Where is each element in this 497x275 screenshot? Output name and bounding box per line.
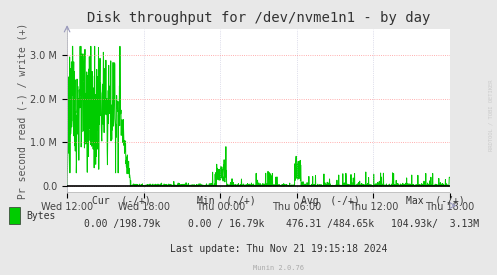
Y-axis label: Pr second read (-) / write (+): Pr second read (-) / write (+) (17, 23, 28, 199)
Text: 0.00 / 16.79k: 0.00 / 16.79k (188, 219, 264, 229)
Text: Bytes: Bytes (26, 211, 55, 221)
Text: Last update: Thu Nov 21 19:15:18 2024: Last update: Thu Nov 21 19:15:18 2024 (169, 244, 387, 254)
Text: Max  (-/+): Max (-/+) (406, 196, 464, 206)
Text: Cur  (-/+): Cur (-/+) (92, 196, 151, 206)
Text: Avg  (-/+): Avg (-/+) (301, 196, 360, 206)
Text: RRDTOOL / TOBI OETIKER: RRDTOOL / TOBI OETIKER (489, 80, 494, 151)
Title: Disk throughput for /dev/nvme1n1 - by day: Disk throughput for /dev/nvme1n1 - by da… (87, 11, 430, 25)
Text: Munin 2.0.76: Munin 2.0.76 (253, 265, 304, 271)
Bar (9, 207, 20, 224)
Text: 104.93k/  3.13M: 104.93k/ 3.13M (391, 219, 479, 229)
Text: Min  (-/+): Min (-/+) (197, 196, 255, 206)
Text: 0.00 /198.79k: 0.00 /198.79k (83, 219, 160, 229)
Text: 476.31 /484.65k: 476.31 /484.65k (286, 219, 375, 229)
